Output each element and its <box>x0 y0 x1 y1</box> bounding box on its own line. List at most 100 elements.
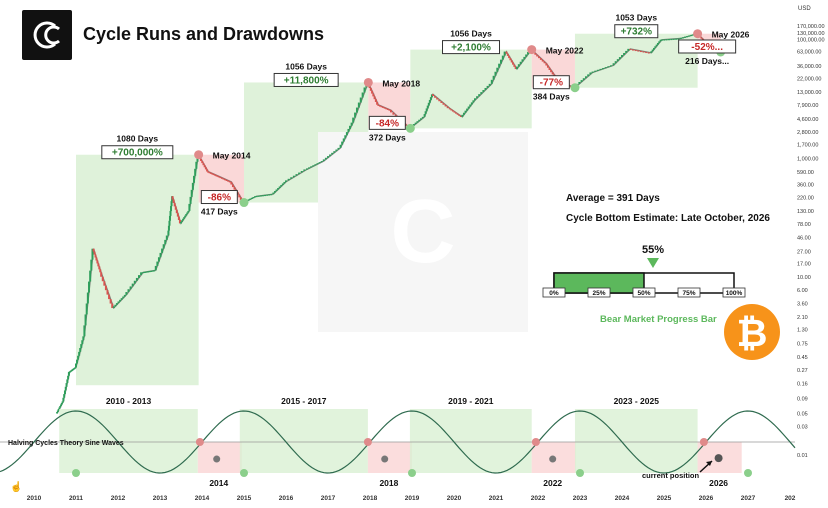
sine-bottom-marker <box>408 469 416 477</box>
price-candle <box>582 78 585 81</box>
price-candle <box>249 198 252 200</box>
price-candle <box>418 119 421 122</box>
price-candle <box>316 163 319 165</box>
price-candle <box>627 48 630 51</box>
x-tick-label: 2023 <box>573 495 588 502</box>
price-candle <box>220 177 223 179</box>
price-candle <box>453 111 456 113</box>
price-candle <box>462 112 465 115</box>
y-tick-label: 100,000.00 <box>797 38 825 44</box>
sine-top-marker <box>699 438 708 446</box>
price-candle <box>621 55 623 58</box>
price-candle <box>67 372 70 376</box>
price-candle <box>486 85 489 88</box>
price-candle <box>178 220 181 224</box>
price-candle <box>63 390 66 395</box>
price-candle <box>637 50 640 52</box>
bull-zone-4 <box>574 33 698 88</box>
price-candle <box>164 239 167 245</box>
price-candle <box>84 314 87 326</box>
price-candle <box>127 289 130 293</box>
price-candle <box>623 52 626 56</box>
x-tick-label: 2021 <box>489 495 504 502</box>
price-candle <box>108 294 111 300</box>
price-candle <box>93 251 96 255</box>
cycle-drawdown-label: -52%... <box>691 42 723 53</box>
progress-tick-box <box>542 287 566 298</box>
price-candle <box>510 60 513 63</box>
price-candle <box>578 81 581 84</box>
price-candle <box>290 177 293 179</box>
price-candle <box>125 292 128 295</box>
price-candle <box>651 49 654 52</box>
price-candle <box>474 98 476 101</box>
sine-top-marker <box>363 438 372 446</box>
price-candle <box>206 169 209 172</box>
price-candle <box>701 38 704 41</box>
price-candle <box>647 52 650 54</box>
price-candle <box>295 174 298 176</box>
price-candle <box>388 109 391 111</box>
price-candle <box>432 94 434 97</box>
price-candle <box>509 58 512 61</box>
price-candle <box>170 201 173 207</box>
price-candle <box>642 51 645 53</box>
price-candle <box>374 99 377 102</box>
y-tick-label: 10.00 <box>797 275 811 281</box>
price-candle <box>645 51 648 54</box>
price-candle <box>690 34 693 37</box>
price-candle <box>287 178 290 181</box>
price-candle <box>359 97 362 103</box>
price-candle <box>550 69 553 73</box>
cycle-top-marker <box>363 77 373 87</box>
price-candle <box>195 161 198 169</box>
price-candle <box>212 173 215 176</box>
price-candle <box>213 174 216 176</box>
x-tick-label: 2014 <box>195 495 210 502</box>
price-candle <box>140 272 143 276</box>
price-candle <box>496 67 499 72</box>
price-candle <box>599 68 602 71</box>
price-candle <box>320 161 323 163</box>
progress-tick-box <box>722 287 746 298</box>
cc-logo-icon <box>22 10 72 60</box>
price-candle <box>516 66 518 70</box>
y-tick-label: 360.00 <box>797 183 814 189</box>
y-tick-label: 22,000.00 <box>797 77 821 83</box>
price-candle <box>208 172 211 174</box>
average-label: Average = 391 Days <box>566 193 660 204</box>
price-candle <box>120 298 123 300</box>
y-tick-label: 0.05 <box>797 412 808 418</box>
price-candle <box>681 37 684 39</box>
y-tick-label: 17.00 <box>797 261 811 267</box>
y-tick-label: 2,800.00 <box>797 130 818 136</box>
price-candle <box>444 104 447 107</box>
price-candle <box>277 188 280 190</box>
y-tick-label: 46.00 <box>797 236 811 242</box>
y-tick-label: 1,000.00 <box>797 156 818 162</box>
price-candle <box>512 62 515 65</box>
price-candle <box>264 194 266 197</box>
x-tick-label: 2013 <box>153 495 168 502</box>
sine-top-marker <box>195 438 204 446</box>
price-candle <box>255 195 258 198</box>
price-candle <box>254 196 257 198</box>
price-candle <box>663 39 666 41</box>
price-candle <box>333 151 336 153</box>
y-tick-label: 0.45 <box>797 355 808 361</box>
sine-top-marker <box>531 438 540 446</box>
price-candle <box>90 259 93 271</box>
price-candle <box>185 214 188 216</box>
price-candle <box>394 114 397 117</box>
price-candle <box>168 220 171 226</box>
cycle-gain-label: +732% <box>621 27 653 38</box>
cycle-gain-box <box>101 145 174 160</box>
cycle-run-days: 1080 Days <box>117 134 159 144</box>
x-tick-label: 2010 <box>27 495 42 502</box>
y-tick-label: 0.03 <box>797 425 808 431</box>
price-candle <box>67 375 70 380</box>
price-candle <box>56 412 59 414</box>
cycle-drawdown-label: -84% <box>376 118 399 129</box>
bull-zone-3 <box>410 49 532 129</box>
price-candle <box>416 121 419 123</box>
